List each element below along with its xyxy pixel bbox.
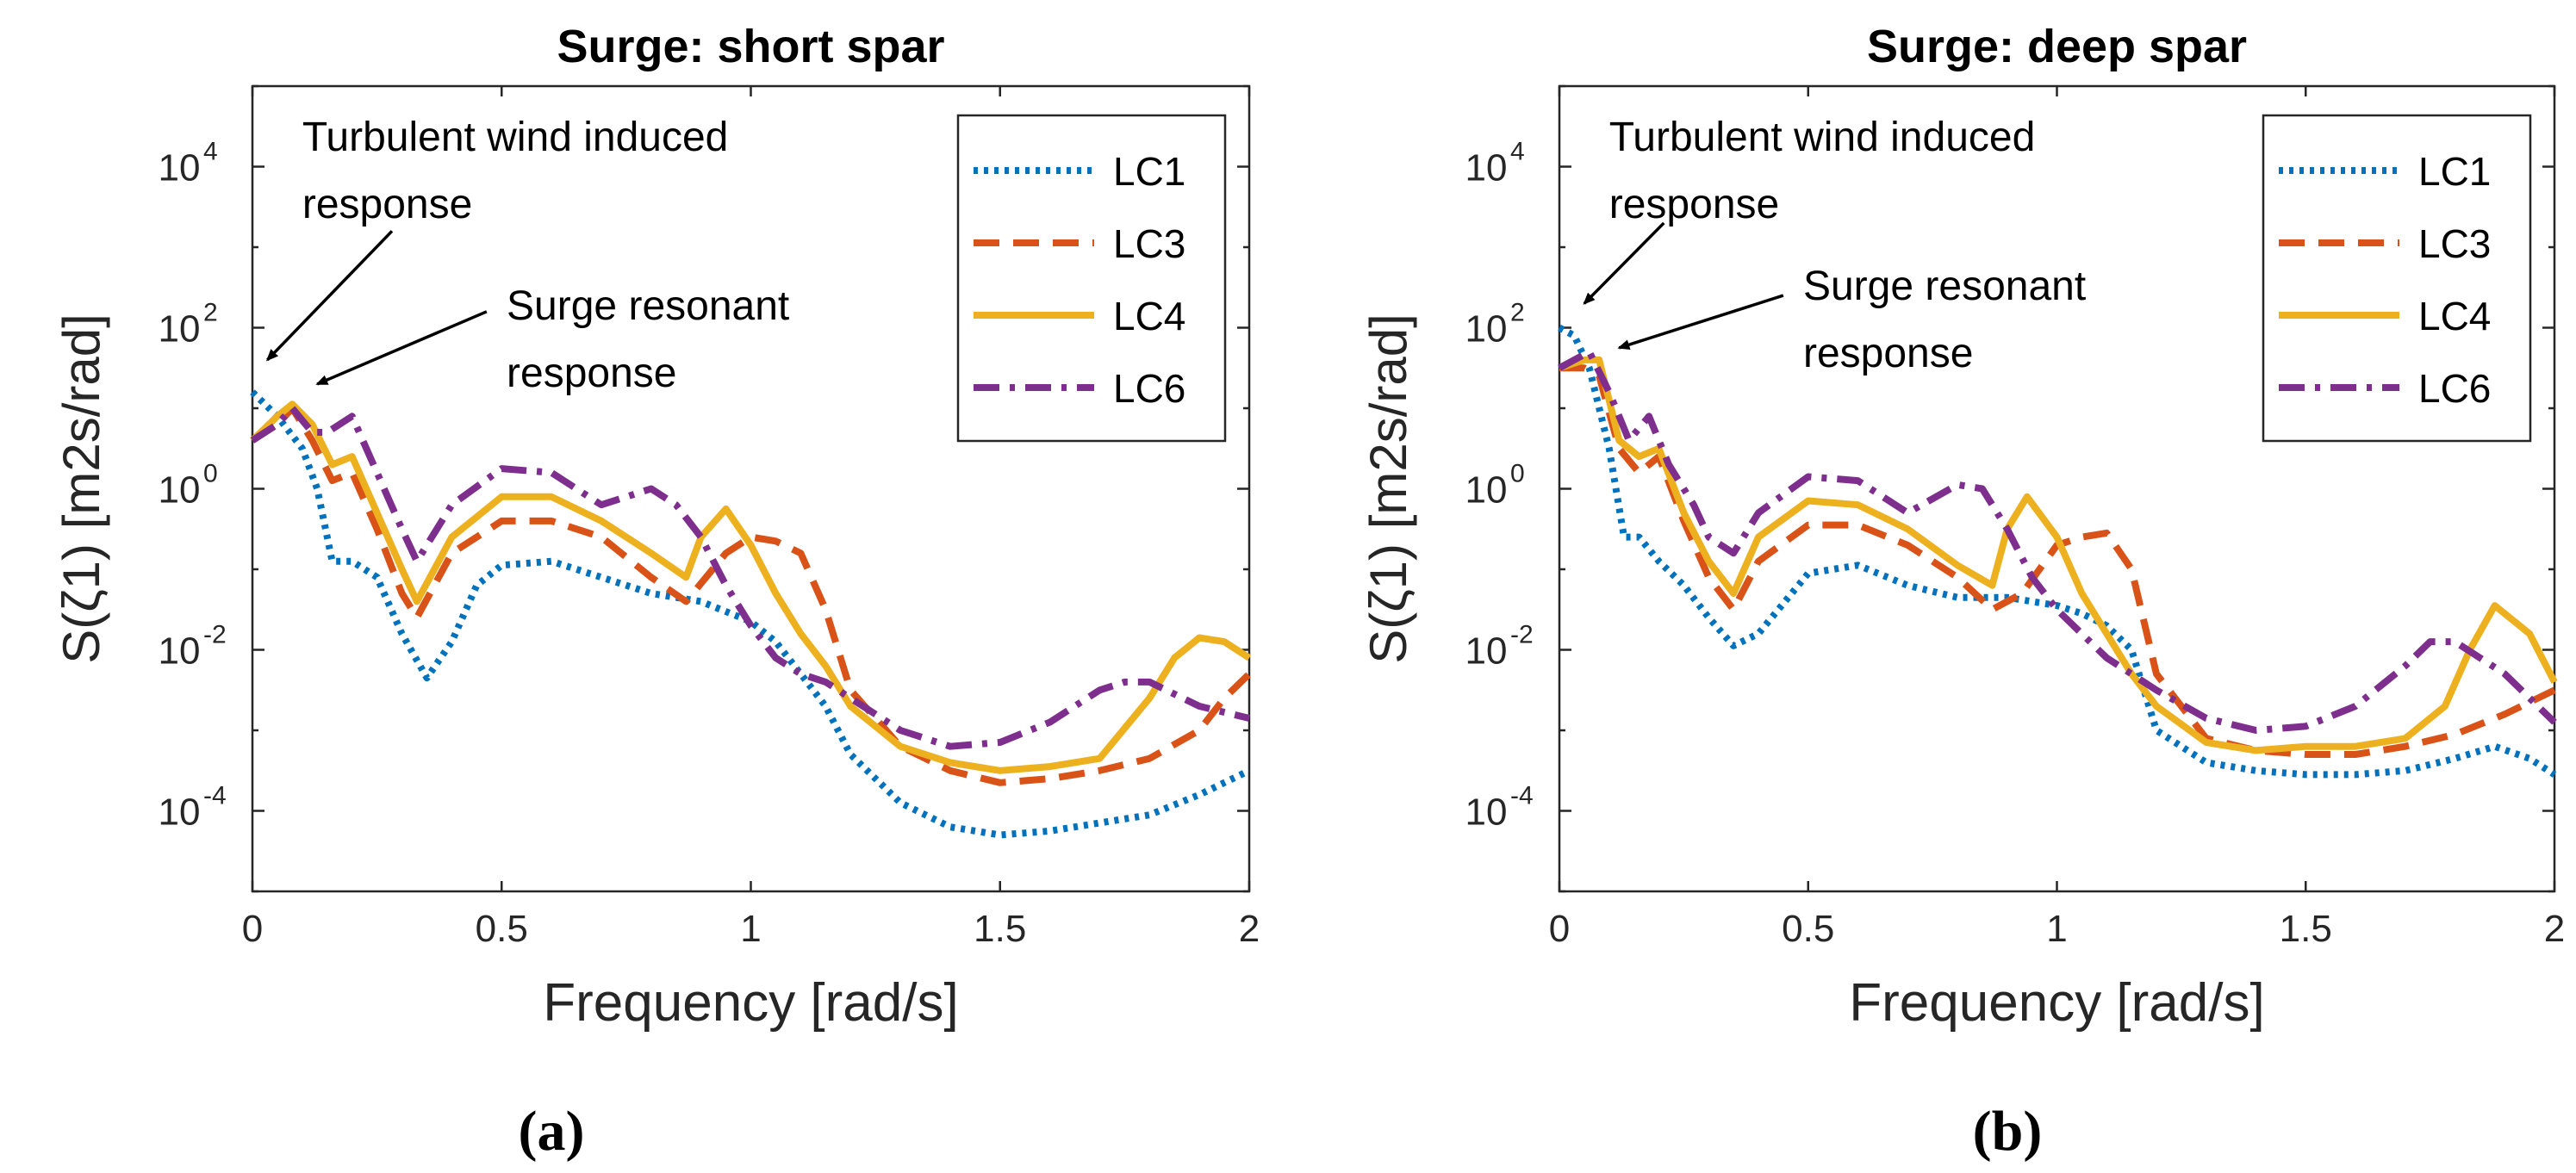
series-line-lc3: [1559, 364, 2556, 758]
y-tick-label: 10: [159, 147, 201, 189]
y-tick-exponent: -2: [1510, 621, 1534, 649]
legend-label: LC6: [1113, 366, 1185, 411]
legend-label: LC4: [2418, 294, 2491, 338]
chart-title: Surge: deep spar: [1867, 21, 2247, 72]
y-tick-label: 10: [1465, 469, 1508, 512]
y-tick-label: 10: [1465, 147, 1508, 189]
x-tick-label: 0: [242, 908, 263, 950]
panel-label: (a): [519, 1100, 585, 1163]
x-tick-label: 1.5: [2280, 908, 2332, 950]
annotation-arrow: [265, 230, 394, 362]
annotation-arrow: [1617, 294, 1784, 350]
series-line-lc6: [250, 405, 1250, 750]
annotation-text: response: [507, 351, 676, 396]
legend-label: LC1: [1113, 149, 1185, 194]
legend-label: LC6: [2418, 366, 2491, 411]
annotation-text: response: [1803, 331, 1973, 376]
x-tick-label: 2: [1239, 908, 1260, 950]
annotation-arrow: [1583, 221, 1665, 305]
annotation-text: response: [1609, 182, 1779, 227]
y-tick-label: 10: [159, 630, 201, 673]
y-tick-exponent: 2: [203, 299, 218, 327]
x-tick-label: 1.5: [974, 908, 1026, 950]
x-axis-label: Frequency [rad/s]: [1849, 973, 2264, 1033]
annotation-text: response: [302, 182, 472, 227]
legend-label: LC4: [1113, 294, 1185, 338]
y-axis-label: S(ζ1) [m2s/rad]: [1360, 313, 1417, 664]
x-tick-label: 0.5: [1782, 908, 1834, 950]
y-tick-exponent: -4: [1510, 782, 1534, 810]
y-tick-exponent: -4: [203, 782, 227, 810]
x-axis-label: Frequency [rad/s]: [543, 973, 958, 1033]
y-tick-label: 10: [1465, 630, 1508, 673]
chart-title: Surge: short spar: [557, 21, 944, 72]
annotation-text: Turbulent wind induced: [1609, 115, 2036, 160]
y-tick-label: 10: [159, 469, 201, 512]
legend-label: LC3: [2418, 221, 2491, 266]
y-tick-exponent: 4: [1510, 138, 1525, 166]
y-tick-label: 10: [1465, 791, 1508, 834]
series-line-lc4: [250, 400, 1252, 774]
x-tick-label: 0: [1549, 908, 1570, 950]
panel-label: (b): [1973, 1100, 2043, 1163]
annotation-text: Turbulent wind induced: [302, 115, 729, 160]
legend-label: LC3: [1113, 221, 1185, 266]
annotation-arrow: [315, 310, 488, 386]
legend-label: LC1: [2418, 149, 2491, 194]
annotation-text: Surge resonant: [507, 283, 789, 329]
y-tick-exponent: 0: [1510, 460, 1525, 488]
y-axis-label: S(ζ1) [m2s/rad]: [53, 313, 110, 664]
x-tick-label: 2: [2544, 908, 2565, 950]
x-tick-label: 1: [2046, 908, 2067, 950]
series-line-lc3: [250, 405, 1252, 786]
series-line-lc6: [1558, 348, 2557, 734]
x-tick-label: 0.5: [476, 908, 528, 950]
x-tick-label: 1: [740, 908, 761, 950]
y-tick-exponent: 0: [203, 460, 218, 488]
y-tick-exponent: -2: [203, 621, 227, 649]
y-tick-label: 10: [159, 791, 201, 834]
y-tick-exponent: 2: [1510, 299, 1525, 327]
y-tick-exponent: 4: [203, 138, 218, 166]
annotation-text: Surge resonant: [1803, 264, 2086, 309]
y-tick-label: 10: [159, 308, 201, 351]
y-tick-label: 10: [1465, 308, 1508, 351]
